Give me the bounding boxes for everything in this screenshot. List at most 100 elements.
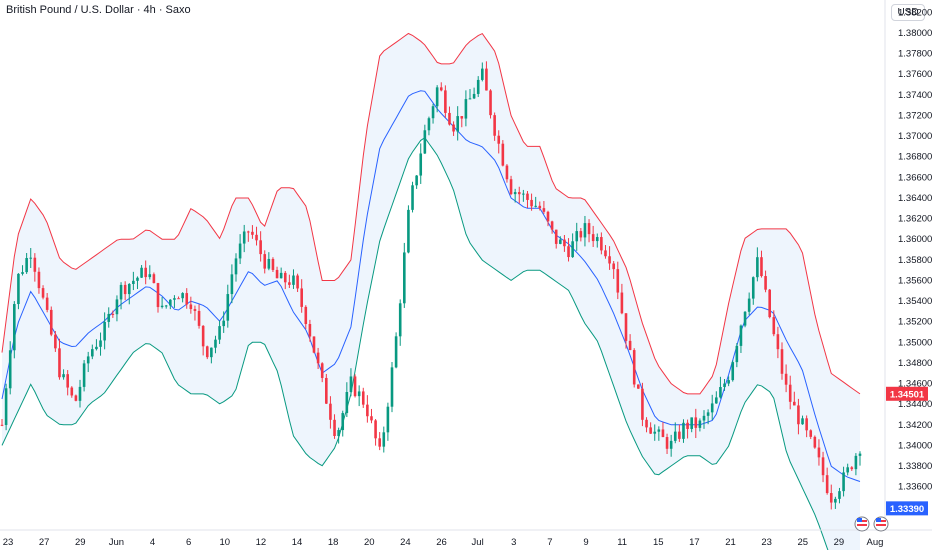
currency-button[interactable]: USD	[891, 4, 925, 21]
candle-body	[29, 257, 33, 259]
y-tick-label: 1.36600	[898, 172, 932, 183]
candle-body	[86, 356, 90, 364]
candle-body	[242, 231, 246, 244]
candle-body	[464, 99, 468, 119]
candle-body	[735, 345, 739, 363]
y-tick-label: 1.35200	[898, 317, 932, 328]
x-tick-label: 7	[547, 537, 552, 548]
candle-body	[144, 267, 147, 278]
candle-body	[563, 239, 566, 247]
candle-body	[185, 293, 189, 305]
y-tick-label: 1.35800	[898, 255, 932, 266]
candle-body	[201, 325, 205, 347]
x-tick-label: 10	[219, 537, 230, 548]
candle-body	[620, 292, 624, 314]
candle-body	[497, 135, 501, 144]
candle-body	[616, 269, 620, 293]
candle-body	[222, 320, 225, 327]
candle-body	[817, 447, 821, 458]
x-tick-label: 29	[834, 537, 845, 548]
candle-body	[386, 406, 390, 433]
x-tick-label: 4	[150, 537, 155, 548]
price-axis: 1.38200 1.38000 1.37800 1.37600 1.37400 1.372…	[0, 0, 932, 531]
y-tick-label: 1.37200	[898, 110, 932, 121]
candle-body	[25, 258, 28, 273]
candle-body	[460, 116, 464, 119]
candle-body	[160, 305, 164, 308]
candle-body	[821, 457, 825, 476]
candle-body	[427, 118, 431, 131]
candle-body	[509, 179, 513, 195]
candle-body	[62, 374, 65, 378]
candle-body	[776, 334, 780, 350]
candle-body	[546, 211, 550, 222]
candle-body	[747, 298, 751, 312]
x-tick-label: 18	[328, 537, 339, 548]
candle-body	[41, 288, 45, 298]
candle-body	[127, 284, 131, 295]
candle-body	[485, 68, 488, 91]
us-flag-icon[interactable]	[854, 516, 870, 532]
y-tick-label: 1.34200	[898, 420, 932, 431]
candle-body	[764, 276, 767, 290]
candle-body	[829, 493, 833, 503]
y-tick-label: 1.38000	[898, 28, 932, 39]
candle-body	[0, 424, 4, 426]
x-tick-label: 23	[3, 537, 14, 548]
candle-body	[103, 321, 106, 341]
candle-body	[637, 384, 640, 389]
y-tick-label: 1.38200	[898, 7, 932, 18]
candle-body	[238, 243, 242, 259]
candle-body	[210, 347, 213, 358]
candle-body	[275, 269, 279, 279]
candle-body	[476, 79, 480, 94]
candle-body	[17, 273, 20, 305]
candle-body	[493, 115, 496, 136]
y-tick-label: 1.36200	[898, 214, 932, 225]
candle-body	[813, 436, 817, 448]
candle-body	[805, 418, 808, 431]
candle-body	[854, 455, 858, 470]
candle-body	[809, 430, 813, 437]
candle-body	[793, 401, 796, 406]
candle-body	[628, 340, 632, 351]
candle-body	[444, 90, 447, 113]
candle-body	[439, 87, 443, 91]
candle-body	[398, 303, 402, 337]
chart-title: British Pound / U.S. Dollar · 4h · Saxo	[6, 4, 191, 16]
candle-body	[501, 143, 505, 166]
y-tick-label: 1.36400	[898, 193, 932, 204]
candle-body	[554, 229, 558, 244]
candles	[0, 61, 862, 510]
candle-body	[801, 418, 804, 425]
x-tick-label: Jun	[109, 537, 124, 548]
candle-body	[727, 380, 730, 384]
candle-body	[472, 93, 476, 99]
candle-body	[522, 193, 525, 195]
candle-body	[706, 412, 710, 416]
candle-body	[8, 350, 12, 389]
x-tick-label: 27	[39, 537, 50, 548]
candle-body	[353, 376, 357, 397]
candle-body	[431, 106, 435, 119]
candle-body	[665, 437, 669, 449]
candle-body	[58, 348, 61, 378]
candle-body	[505, 165, 509, 180]
bollinger-basis	[1, 90, 861, 482]
candle-body	[842, 472, 845, 492]
us-flag-icon[interactable]	[873, 516, 889, 532]
candle-body	[341, 413, 345, 431]
candle-body	[374, 420, 377, 439]
y-tick-label: 1.34600	[898, 379, 932, 390]
candle-body	[641, 388, 644, 420]
candle-body	[279, 272, 283, 279]
candle-body	[54, 334, 57, 349]
candle-body	[181, 293, 184, 299]
candle-body	[756, 257, 759, 278]
candle-body	[4, 388, 8, 425]
candle-body	[715, 397, 718, 404]
candle-body	[49, 309, 53, 335]
candle-body	[698, 420, 702, 428]
candle-body	[152, 274, 156, 284]
